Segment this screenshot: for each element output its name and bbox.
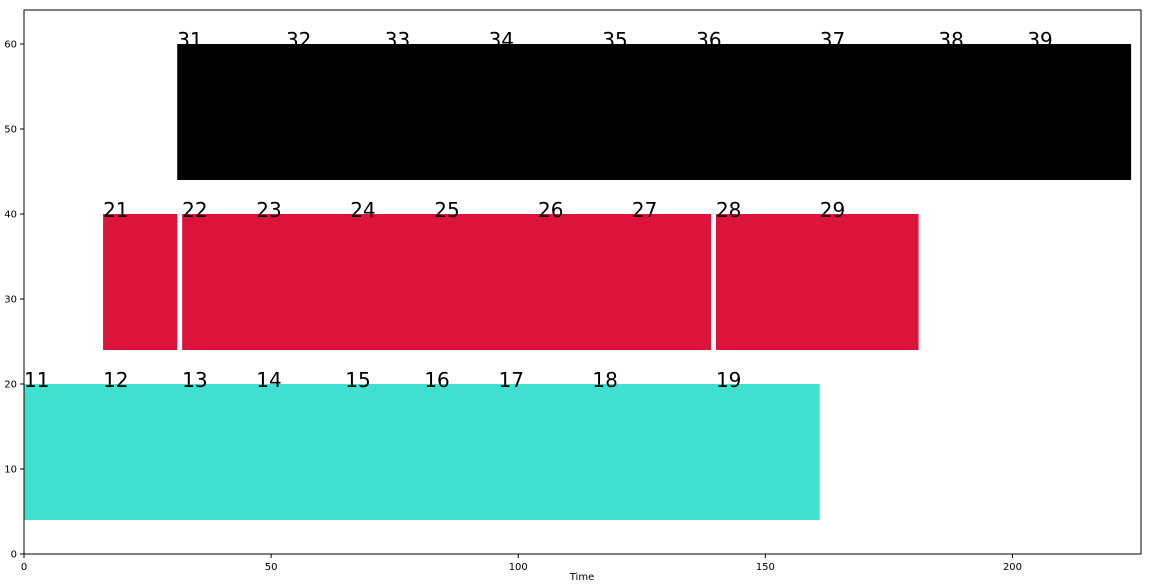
bar-label: 23 [256, 198, 281, 222]
y-tick-label: 0 [11, 550, 17, 561]
bar-row2-segment-2 [103, 214, 178, 350]
bar-label: 35 [602, 28, 627, 52]
bar-label: 32 [286, 28, 311, 52]
bar-label: 27 [632, 198, 657, 222]
x-tick-label: 100 [509, 562, 528, 573]
y-tick-label: 40 [4, 210, 17, 221]
bars-layer [24, 44, 1132, 520]
bar-label: 17 [498, 368, 523, 392]
bar-label: 25 [434, 198, 459, 222]
y-tick-label: 60 [4, 40, 17, 51]
bar-label: 36 [696, 28, 721, 52]
bar-label: 15 [345, 368, 370, 392]
bar-label: 13 [182, 368, 207, 392]
bar-label: 21 [103, 198, 128, 222]
y-tick-label: 30 [4, 295, 17, 306]
y-tick-label: 10 [4, 465, 17, 476]
y-axis-ticks: 0 10 20 30 40 50 60 [4, 40, 24, 561]
x-tick-label: 0 [21, 562, 27, 573]
plot-frame [23, 9, 1142, 555]
bar-row2-segment-4 [715, 214, 919, 350]
bar-label: 26 [538, 198, 563, 222]
bar-label: 19 [716, 368, 741, 392]
x-axis-label: Time [569, 572, 594, 583]
bar-label: 24 [350, 198, 375, 222]
bar-label: 34 [489, 28, 514, 52]
bar-labels-layer: 11 12 13 14 15 16 17 18 19 21 22 23 24 25 26 27 28 29 31 32… [24, 28, 1053, 392]
y-tick-label: 20 [4, 380, 17, 391]
bar-label: 31 [177, 28, 202, 52]
x-tick-label: 50 [265, 562, 278, 573]
bar-label: 12 [103, 368, 128, 392]
x-tick-label: 200 [1003, 562, 1022, 573]
bar-label: 16 [424, 368, 449, 392]
bar-label: 33 [385, 28, 410, 52]
bar-label: 28 [716, 198, 741, 222]
bar-label: 18 [592, 368, 617, 392]
bar-label: 39 [1027, 28, 1052, 52]
bar-label: 22 [182, 198, 207, 222]
bar-label: 37 [820, 28, 845, 52]
bar-row1-segment-1 [24, 384, 820, 520]
bar-label: 14 [256, 368, 281, 392]
x-tick-label: 150 [756, 562, 775, 573]
y-tick-label: 50 [4, 125, 17, 136]
bar-row2-segment-3 [182, 214, 712, 350]
bar-label: 29 [820, 198, 845, 222]
x-axis-ticks: 0 50 100 150 200 [21, 554, 1022, 573]
bar-row3-segment-5 [177, 44, 1132, 180]
bar-label: 38 [938, 28, 963, 52]
bar-label: 11 [24, 368, 49, 392]
